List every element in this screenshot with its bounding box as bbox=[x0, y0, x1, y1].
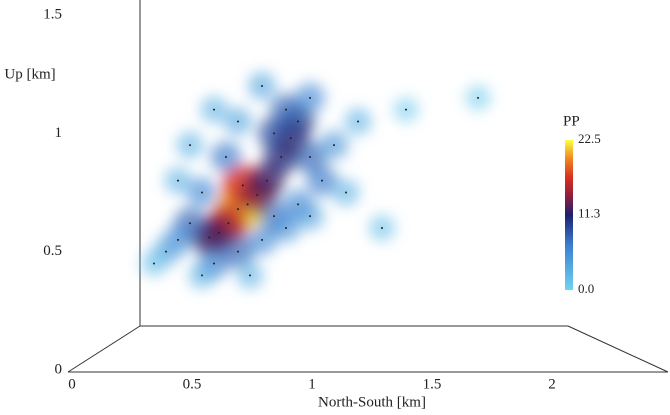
point bbox=[213, 262, 215, 265]
point bbox=[241, 184, 244, 187]
density-cloud bbox=[141, 72, 491, 289]
point bbox=[261, 85, 263, 87]
point bbox=[321, 179, 323, 182]
point bbox=[345, 191, 347, 194]
point bbox=[381, 227, 383, 229]
point bbox=[213, 108, 215, 111]
point bbox=[285, 227, 287, 229]
point bbox=[249, 274, 251, 277]
point bbox=[256, 193, 259, 196]
point bbox=[273, 215, 275, 218]
y-tick-label: 1 bbox=[55, 125, 63, 141]
point bbox=[357, 120, 359, 123]
point bbox=[333, 144, 335, 147]
point bbox=[225, 156, 227, 158]
point bbox=[265, 179, 268, 182]
point bbox=[165, 250, 167, 253]
point bbox=[189, 222, 191, 225]
point bbox=[405, 108, 407, 111]
point bbox=[237, 250, 239, 253]
point bbox=[217, 231, 220, 234]
point bbox=[227, 222, 230, 225]
x-tick-label: 1.5 bbox=[423, 376, 442, 392]
point bbox=[153, 262, 155, 265]
y-axis-label: Up [km] bbox=[4, 66, 55, 82]
x-tick-label: 0 bbox=[68, 376, 76, 392]
point bbox=[261, 238, 263, 241]
point bbox=[273, 132, 275, 135]
axis-box bbox=[67, 0, 669, 373]
x-tick-label: 1 bbox=[308, 376, 316, 392]
point bbox=[309, 215, 311, 218]
point bbox=[189, 144, 191, 147]
colorbar-tick-label: 11.3 bbox=[578, 206, 600, 221]
point bbox=[297, 203, 299, 206]
point bbox=[237, 120, 239, 123]
point bbox=[246, 203, 249, 206]
x-tick-label: 2 bbox=[548, 376, 556, 392]
point bbox=[177, 238, 179, 241]
colorbar bbox=[565, 140, 573, 290]
point bbox=[297, 120, 299, 123]
point bbox=[477, 96, 479, 99]
point bbox=[285, 108, 287, 111]
x-tick-label: 0.5 bbox=[183, 376, 202, 392]
point bbox=[201, 274, 203, 277]
point bbox=[201, 191, 203, 194]
points bbox=[153, 85, 479, 277]
point bbox=[177, 179, 179, 182]
point bbox=[208, 236, 211, 239]
point bbox=[309, 96, 311, 99]
point bbox=[289, 137, 292, 140]
colorbar-title: PP bbox=[563, 113, 580, 129]
x-axis-label: North-South [km] bbox=[318, 394, 426, 410]
y-tick-label: 0.5 bbox=[43, 243, 62, 259]
point bbox=[237, 208, 239, 211]
colorbar-tick-label: 22.5 bbox=[578, 131, 601, 146]
point bbox=[309, 156, 311, 158]
point bbox=[280, 156, 283, 158]
y-tick-label: 0 bbox=[55, 361, 63, 377]
y-tick-label: 1.5 bbox=[43, 6, 62, 22]
colorbar-tick-label: 0.0 bbox=[578, 281, 594, 296]
